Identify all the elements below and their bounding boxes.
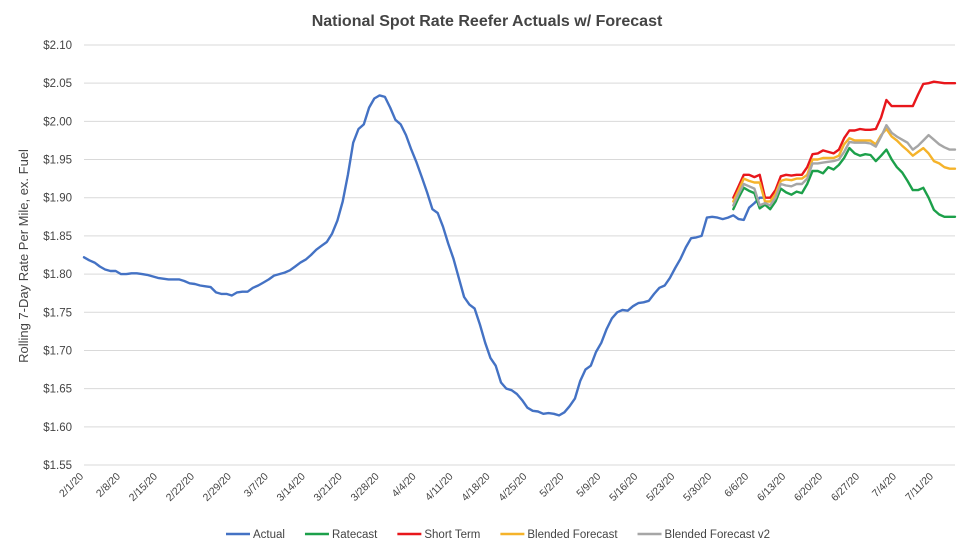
- x-tick-label: 2/15/20: [127, 471, 160, 504]
- x-tick-label: 4/4/20: [390, 471, 419, 500]
- y-tick-label: $1.95: [43, 155, 72, 167]
- y-tick-label: $1.75: [43, 307, 72, 319]
- series-lines: [82, 80, 957, 417]
- chart-title: National Spot Rate Reefer Actuals w/ For…: [312, 13, 663, 30]
- x-tick-label: 3/7/20: [242, 471, 271, 500]
- y-tick-label: $2.05: [43, 78, 72, 90]
- legend-label-ratecast: Ratecast: [332, 529, 378, 541]
- x-tick-label: 6/27/20: [829, 471, 862, 504]
- y-tick-label: $1.65: [43, 384, 72, 396]
- legend-label-blended-forecast: Blended Forecast: [527, 529, 618, 541]
- y-axis-title: Rolling 7-Day Rate Per Mile, ex. Fuel: [16, 149, 31, 363]
- x-tick-label: 7/11/20: [903, 471, 936, 504]
- x-tick-label: 3/28/20: [348, 471, 381, 504]
- x-tick-label: 5/2/20: [537, 471, 566, 500]
- x-tick-label: 2/8/20: [94, 471, 123, 500]
- x-tick-label: 7/4/20: [870, 471, 899, 500]
- x-tick-label: 4/25/20: [496, 471, 529, 504]
- y-tick-label: $1.60: [43, 422, 72, 434]
- x-tick-label: 6/20/20: [792, 471, 825, 504]
- x-tick-label: 5/23/20: [644, 471, 677, 504]
- series-line-short-term: [732, 80, 957, 199]
- y-tick-label: $1.55: [43, 460, 72, 472]
- x-tick-label: 3/21/20: [312, 471, 345, 504]
- x-axis-ticks: 2/1/20 2/8/20 2/15/20 2/22/20 2/29/20 3/7/20 3…: [57, 471, 936, 504]
- y-tick-label: $2.00: [43, 116, 72, 128]
- y-tick-label: $2.10: [43, 40, 72, 52]
- legend-label-short-term: Short Term: [424, 529, 480, 541]
- series-line-blended-forecast: [732, 127, 957, 203]
- y-tick-label: $1.85: [43, 231, 72, 243]
- y-tick-label: $1.70: [43, 345, 72, 357]
- y-tick-label: $1.90: [43, 193, 72, 205]
- y-axis-ticks: $1.55 $1.60 $1.65 $1.70 $1.75 $1.80 $1.85 $1.90…: [43, 40, 72, 472]
- gridlines: [84, 44, 955, 466]
- x-tick-label: 2/29/20: [201, 471, 234, 504]
- series-line-actual: [82, 94, 767, 417]
- y-tick-label: $1.80: [43, 269, 72, 281]
- x-tick-label: 2/1/20: [57, 471, 86, 500]
- x-tick-label: 3/14/20: [275, 471, 308, 504]
- series-line-ratecast: [732, 146, 957, 219]
- x-tick-label: 5/30/20: [681, 471, 714, 504]
- x-tick-label: 6/13/20: [755, 471, 788, 504]
- x-tick-label: 2/22/20: [164, 471, 197, 504]
- x-tick-label: 4/18/20: [459, 471, 492, 504]
- x-tick-label: 5/9/20: [574, 471, 603, 500]
- legend-label-blended-forecast-v2: Blended Forecast v2: [665, 529, 770, 541]
- x-tick-label: 6/6/20: [722, 471, 751, 500]
- legend-label-actual: Actual: [253, 529, 285, 541]
- x-tick-label: 5/16/20: [607, 471, 640, 504]
- legend: Actual Ratecast Short Term Blended Forecast…: [226, 529, 770, 541]
- x-tick-label: 4/11/20: [423, 471, 456, 504]
- series-line-blended-forecast-v2: [732, 123, 957, 207]
